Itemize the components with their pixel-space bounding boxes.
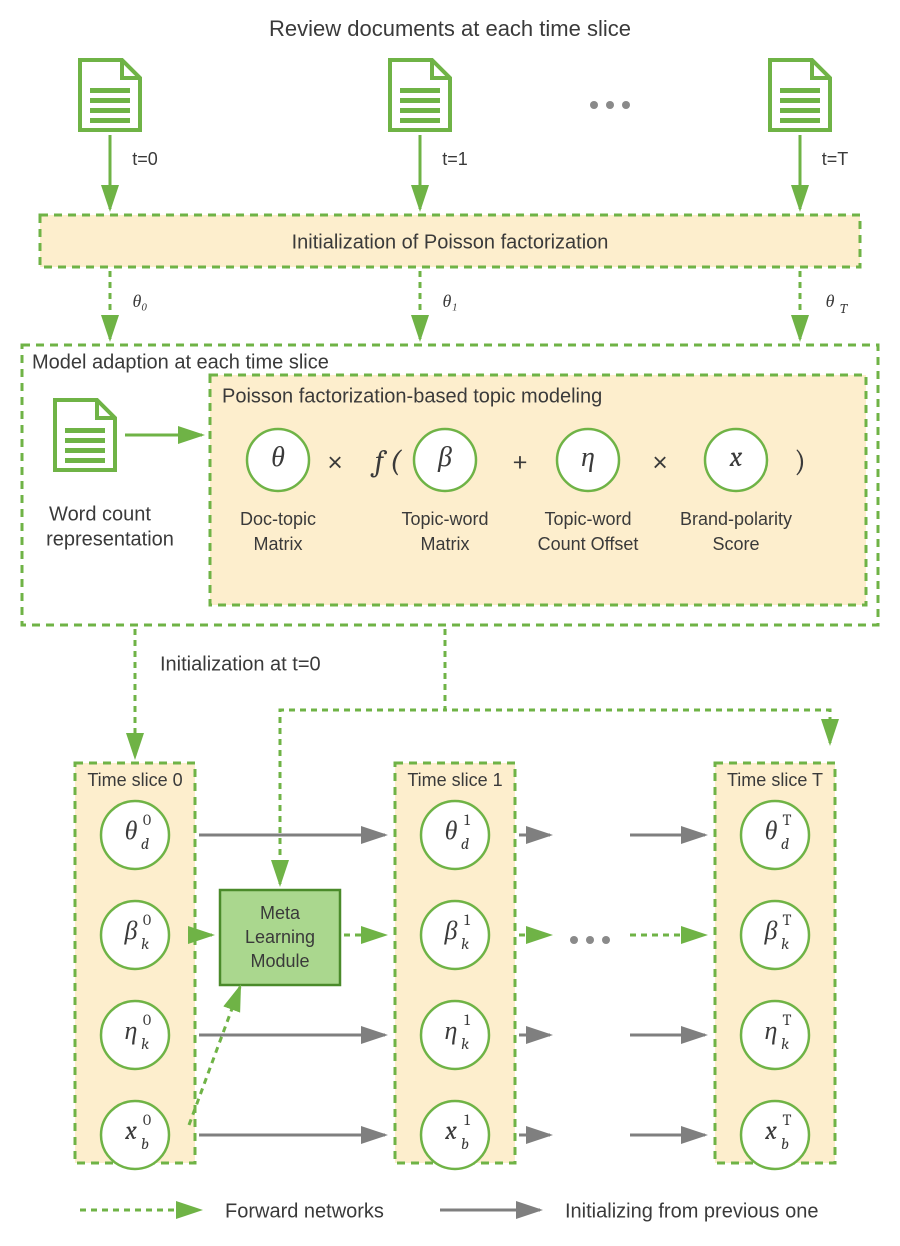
slice-title: Time slice 1 [407, 770, 502, 790]
svg-text:θ: θ [125, 816, 138, 846]
svg-text:k: k [781, 935, 789, 953]
svg-text:x: x [444, 1116, 457, 1146]
svg-text:k: k [141, 1035, 149, 1053]
svg-text:Module: Module [250, 951, 309, 971]
svg-text:Learning: Learning [245, 927, 315, 947]
theta-label: θ₁ [442, 291, 457, 312]
svg-text:k: k [461, 935, 469, 953]
slice-title: Time slice T [727, 770, 823, 790]
svg-text:1: 1 [464, 1011, 470, 1029]
svg-text:f (: f ( [370, 444, 403, 479]
svg-text:b: b [141, 1135, 149, 1153]
svg-text:η: η [445, 1016, 458, 1046]
document-icon [80, 60, 140, 130]
svg-text:Matrix: Matrix [421, 534, 470, 554]
document-icon [55, 400, 115, 470]
svg-text:Count Offset: Count Offset [538, 534, 639, 554]
svg-text:1: 1 [464, 911, 470, 929]
svg-text:1: 1 [464, 811, 470, 829]
adaption-title: Model adaption at each time slice [32, 351, 329, 373]
svg-text:Matrix: Matrix [254, 534, 303, 554]
legend-forward: Forward networks [225, 1200, 384, 1222]
svg-text:η: η [765, 1016, 778, 1046]
svg-text:θ: θ [445, 816, 458, 846]
svg-text:T: T [840, 300, 848, 317]
svg-text:β: β [437, 441, 452, 473]
svg-text:θ: θ [765, 816, 778, 846]
svg-text:0: 0 [143, 911, 151, 929]
svg-text:x: x [764, 1116, 777, 1146]
svg-text:T: T [783, 1111, 792, 1129]
svg-text:×: × [327, 444, 344, 479]
time-label: t=0 [132, 149, 158, 169]
svg-text:β: β [444, 916, 458, 946]
svg-text:b: b [461, 1135, 469, 1153]
time-label: t=1 [442, 149, 468, 169]
legend-init: Initializing from previous one [565, 1200, 818, 1222]
wordcount-label: Word count [49, 503, 151, 525]
svg-text:d: d [781, 835, 789, 853]
svg-text:0: 0 [143, 1011, 151, 1029]
svg-text:+: + [512, 444, 529, 479]
svg-text:β: β [124, 916, 138, 946]
time-label: t=T [822, 149, 849, 169]
svg-text:k: k [461, 1035, 469, 1053]
svg-text:T: T [783, 1011, 792, 1029]
svg-text:0: 0 [143, 811, 151, 829]
svg-text:Topic-word: Topic-word [544, 509, 631, 529]
svg-text:η: η [581, 441, 595, 473]
svg-text:η: η [125, 1016, 138, 1046]
svg-text:d: d [141, 835, 149, 853]
svg-text:T: T [783, 811, 792, 829]
init-at-t0-label: Initialization at t=0 [160, 653, 321, 675]
svg-text:b: b [781, 1135, 789, 1153]
slice-title: Time slice 0 [87, 770, 182, 790]
wordcount-label: representation [46, 528, 174, 550]
svg-text:x: x [124, 1116, 137, 1146]
svg-text:k: k [141, 935, 149, 953]
svg-text:x: x [729, 441, 743, 473]
svg-text:0: 0 [143, 1111, 151, 1129]
theta-label: θ₀ [132, 291, 147, 312]
init-box-label: Initialization of Poisson factorization [292, 231, 609, 253]
svg-text:k: k [781, 1035, 789, 1053]
theta-label: θ [826, 291, 835, 312]
document-icon [770, 60, 830, 130]
svg-text:d: d [461, 835, 469, 853]
topic-box-title: Poisson factorization-based topic modeli… [222, 385, 602, 407]
svg-text:θ: θ [271, 441, 285, 473]
svg-text:β: β [764, 916, 778, 946]
svg-text:Doc-topic: Doc-topic [240, 509, 316, 529]
svg-text:1: 1 [464, 1111, 470, 1129]
svg-text:Meta: Meta [260, 903, 301, 923]
svg-text:Brand-polarity: Brand-polarity [680, 509, 792, 529]
document-icon [390, 60, 450, 130]
svg-text:): ) [794, 444, 805, 479]
svg-text:Topic-word: Topic-word [401, 509, 488, 529]
title: Review documents at each time slice [269, 16, 631, 41]
svg-text:T: T [783, 911, 792, 929]
svg-text:Score: Score [712, 534, 759, 554]
svg-text:×: × [652, 444, 669, 479]
